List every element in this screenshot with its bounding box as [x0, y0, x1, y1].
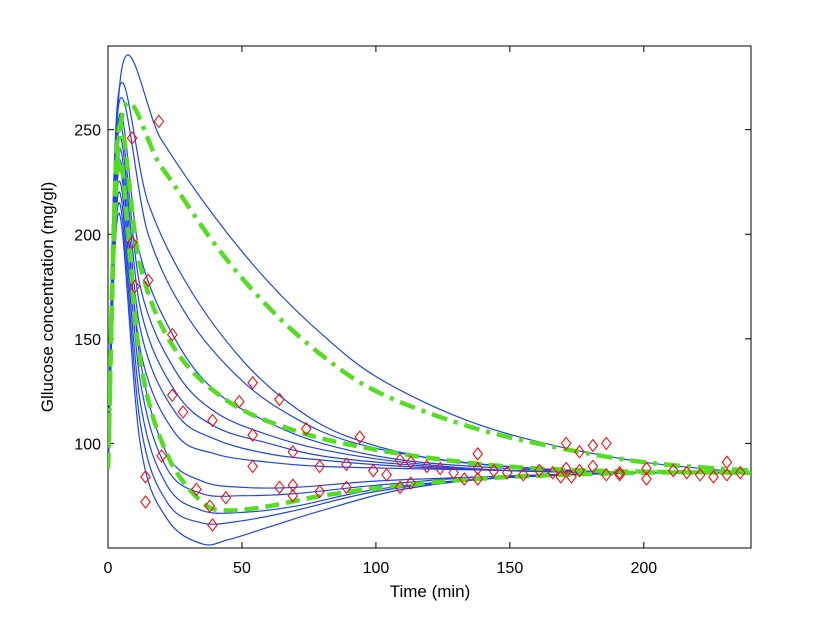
mean-curve	[108, 122, 751, 475]
observation-point	[472, 461, 484, 476]
observation-point	[708, 469, 719, 484]
observation-point	[126, 235, 138, 250]
observation-point	[191, 482, 202, 497]
observation-point	[488, 463, 500, 478]
observation-point	[667, 463, 679, 478]
observation-point	[287, 488, 299, 503]
observation-point	[274, 392, 285, 407]
observation-point	[472, 446, 484, 461]
observation-point	[587, 438, 599, 453]
mean-curve	[108, 157, 751, 513]
observation-point	[517, 467, 529, 482]
observation-point	[694, 467, 706, 482]
y-axis-label: Gllucose concentration (mg/gl)	[38, 182, 57, 413]
observation-point	[458, 472, 470, 486]
x-tick-label: 100	[363, 560, 390, 577]
observation-point	[129, 279, 141, 294]
mean-curve	[108, 100, 751, 473]
observation-point	[156, 449, 167, 463]
observation-point	[177, 405, 189, 419]
observation-point	[734, 465, 746, 480]
observation-point	[153, 114, 165, 129]
observation-point	[207, 413, 218, 428]
observation-point	[220, 490, 232, 505]
observation-point	[681, 465, 693, 480]
x-axis-label: Time (min)	[390, 582, 471, 601]
observation-point	[434, 461, 446, 476]
y-tick-label: 250	[74, 123, 101, 140]
observation-point	[204, 499, 216, 514]
observation-point	[341, 480, 352, 495]
observation-point	[472, 472, 484, 486]
observation-point	[501, 465, 513, 480]
observation-point	[566, 469, 577, 484]
observation-point	[600, 467, 612, 482]
observation-point	[314, 484, 326, 499]
observation-point	[247, 375, 259, 390]
observation-point	[587, 459, 599, 474]
observation-point	[314, 459, 326, 474]
observation-point	[547, 465, 559, 480]
series	[108, 54, 751, 546]
observation-point	[140, 469, 151, 484]
observation-point	[247, 428, 259, 442]
y-tick-label: 100	[74, 436, 101, 453]
observation-point	[560, 436, 572, 451]
observation-point	[126, 131, 138, 145]
observation-point	[142, 273, 154, 288]
observation-point	[287, 478, 299, 493]
observation-point	[574, 444, 585, 459]
observation-point	[600, 436, 612, 451]
observation-point	[341, 457, 352, 472]
axes: 0 50 100 150 200 100 150 200 250	[74, 46, 751, 577]
y-tick-label: 200	[74, 227, 101, 244]
x-tick-label: 200	[630, 560, 657, 577]
model-curve	[108, 54, 751, 474]
observation-point	[421, 459, 433, 474]
observation-point	[247, 459, 259, 474]
observations	[126, 114, 746, 532]
observation-point	[405, 455, 417, 470]
y-tick-label: 150	[74, 332, 101, 349]
observation-point	[614, 465, 626, 480]
observation-point	[641, 461, 652, 476]
observation-point	[394, 480, 406, 495]
observation-point	[166, 388, 178, 403]
observation-point	[641, 472, 652, 486]
x-tick-label: 0	[104, 560, 113, 577]
x-tick-label: 50	[233, 560, 251, 577]
observation-point	[140, 495, 151, 509]
observation-point	[614, 467, 626, 482]
observation-point	[166, 327, 178, 342]
observation-point	[287, 444, 299, 459]
observation-point	[354, 430, 366, 445]
observation-point	[533, 463, 545, 478]
observation-point	[448, 465, 459, 480]
x-tick-label: 150	[497, 560, 524, 577]
observation-point	[394, 453, 406, 468]
observation-point	[405, 476, 417, 491]
observation-point	[574, 463, 585, 478]
observation-point	[207, 518, 218, 532]
observation-point	[381, 467, 393, 482]
observation-point	[233, 394, 245, 409]
observation-point	[300, 421, 312, 436]
observation-point	[367, 463, 379, 478]
observation-point	[721, 467, 733, 482]
observation-point	[555, 469, 567, 484]
observation-point	[274, 480, 285, 495]
observation-point	[560, 461, 572, 476]
